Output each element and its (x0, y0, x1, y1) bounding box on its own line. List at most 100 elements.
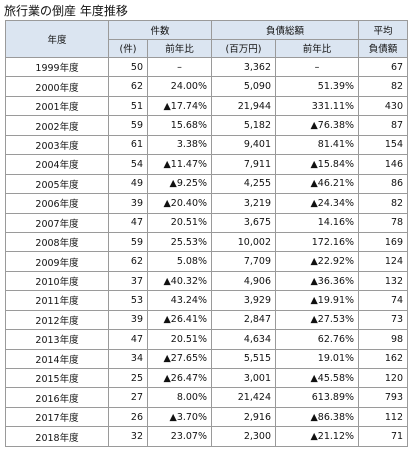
value-cell: 3,929 (211, 290, 277, 311)
table-row: 2008年度 59 25.53% 10,002 172.16% 169 (5, 231, 409, 253)
value-cell: ▲3.70% (146, 406, 213, 428)
value-cell: 430 (358, 95, 409, 117)
value-cell: – (275, 56, 360, 78)
value-cell: 4,634 (211, 329, 277, 350)
value-cell: 54 (108, 154, 148, 175)
value-cell: 49 (108, 173, 148, 195)
value-cell: 5.08% (146, 251, 213, 272)
value-cell: 62.76% (275, 329, 360, 350)
value-cell: 51 (108, 95, 148, 117)
value-cell: 82 (358, 193, 409, 214)
value-cell: ▲36.36% (275, 270, 360, 292)
value-cell: ▲45.58% (275, 367, 360, 389)
value-cell: 73 (358, 309, 409, 331)
value-cell: – (146, 56, 213, 78)
table-row: 2007年度 47 20.51% 3,675 14.16% 78 (5, 212, 409, 233)
value-cell: 23.07% (146, 426, 213, 447)
value-cell: 21,424 (211, 387, 277, 408)
value-cell: 25.53% (146, 231, 213, 253)
value-cell: ▲15.84% (275, 154, 360, 175)
table-row: 2014年度 34 ▲27.65% 5,515 19.01% 162 (5, 348, 409, 370)
table-row: 2009年度 62 5.08% 7,709 ▲22.92% 124 (5, 251, 409, 272)
header-cell: 年度 (5, 20, 109, 58)
value-cell: 3,219 (211, 193, 277, 214)
table-row: 2002年度 59 15.68% 5,182 ▲76.38% 87 (5, 115, 409, 136)
value-cell: 26 (108, 406, 148, 428)
year-cell: 2014年度 (5, 348, 109, 370)
value-cell: 124 (358, 251, 409, 272)
year-cell: 2000年度 (5, 76, 109, 97)
value-cell: 74 (358, 290, 409, 311)
value-cell: 39 (108, 309, 148, 331)
value-cell: 51.39% (275, 76, 360, 97)
value-cell: 87 (358, 115, 409, 136)
table-row: 1999年度 50–3,362–67 (5, 56, 409, 78)
table-row: 2012年度 39 ▲26.41% 2,847 ▲27.53% 73 (5, 309, 409, 331)
value-cell: 14.16% (275, 212, 360, 233)
value-cell: 82 (358, 76, 409, 97)
header-cell: 件数 (107, 20, 213, 40)
value-cell: 32 (108, 426, 148, 447)
year-cell: 2018年度 (5, 426, 109, 447)
year-cell: 2017年度 (5, 406, 109, 428)
value-cell: 53 (108, 290, 148, 311)
year-cell: 2009年度 (5, 251, 109, 272)
value-cell: ▲11.47% (146, 154, 213, 175)
value-cell: 5,182 (211, 115, 277, 136)
table-row: 2017年度 26 ▲3.70% 2,916 ▲86.38% 112 (5, 406, 409, 428)
year-cell: 2015年度 (5, 367, 109, 389)
value-cell: 59 (108, 115, 148, 136)
value-cell: 331.11% (275, 95, 360, 117)
value-cell: 81.41% (275, 134, 360, 156)
year-cell: 2008年度 (5, 231, 109, 253)
year-cell: 2012年度 (5, 309, 109, 331)
table-row: 2000年度 62 24.00% 5,090 51.39% 82 (5, 76, 409, 97)
value-cell: 3,001 (211, 367, 277, 389)
value-cell: ▲17.74% (146, 95, 213, 117)
value-cell: 120 (358, 367, 409, 389)
header-cell: 前年比 (146, 38, 213, 58)
header-cell: 負債総額 (211, 20, 360, 40)
table-row: 2001年度 51 ▲17.74% 21,944 331.11% 430 (5, 95, 409, 117)
table-row: 2005年度 49 ▲9.25% 4,255 ▲46.21% 86 (5, 173, 409, 195)
value-cell: 19.01% (275, 348, 360, 370)
value-cell: ▲46.21% (275, 173, 360, 195)
value-cell: 613.89% (275, 387, 360, 408)
header-cell: 負債額 (358, 38, 409, 58)
value-cell: 132 (358, 270, 409, 292)
value-cell: 162 (358, 348, 409, 370)
year-cell: 2004年度 (5, 154, 109, 175)
value-cell: 62 (108, 76, 148, 97)
value-cell: 3,675 (211, 212, 277, 233)
value-cell: 78 (358, 212, 409, 233)
value-cell: ▲9.25% (146, 173, 213, 195)
value-cell: 50 (108, 56, 148, 78)
year-cell: 2013年度 (5, 329, 109, 350)
year-cell: 2005年度 (5, 173, 109, 195)
header-cell: 平均 (358, 20, 409, 40)
value-cell: 47 (108, 329, 148, 350)
year-cell: 2007年度 (5, 212, 109, 233)
value-cell: ▲27.65% (146, 348, 213, 370)
table: 年度 件数 負債総額 平均 (件) 前年比 (百万円) 前年比 負債額 1999… (5, 20, 409, 447)
value-cell: 34 (108, 348, 148, 370)
value-cell: ▲27.53% (275, 309, 360, 331)
value-cell: 5,515 (211, 348, 277, 370)
value-cell: 20.51% (146, 329, 213, 350)
header-cell: (件) (108, 38, 148, 58)
value-cell: 8.00% (146, 387, 213, 408)
year-cell: 2001年度 (5, 95, 109, 117)
header-cell: (百万円) (211, 38, 277, 58)
value-cell: 27 (108, 387, 148, 408)
year-cell: 2016年度 (5, 387, 109, 408)
year-cell: 1999年度 (5, 56, 109, 78)
value-cell: ▲86.38% (275, 406, 360, 428)
value-cell: 71 (358, 426, 409, 447)
year-cell: 2002年度 (5, 115, 109, 136)
value-cell: 43.24% (146, 290, 213, 311)
value-cell: 154 (358, 134, 409, 156)
value-cell: 7,709 (211, 251, 277, 272)
value-cell: ▲26.47% (146, 367, 213, 389)
value-cell: 5,090 (211, 76, 277, 97)
value-cell: 3.38% (146, 134, 213, 156)
